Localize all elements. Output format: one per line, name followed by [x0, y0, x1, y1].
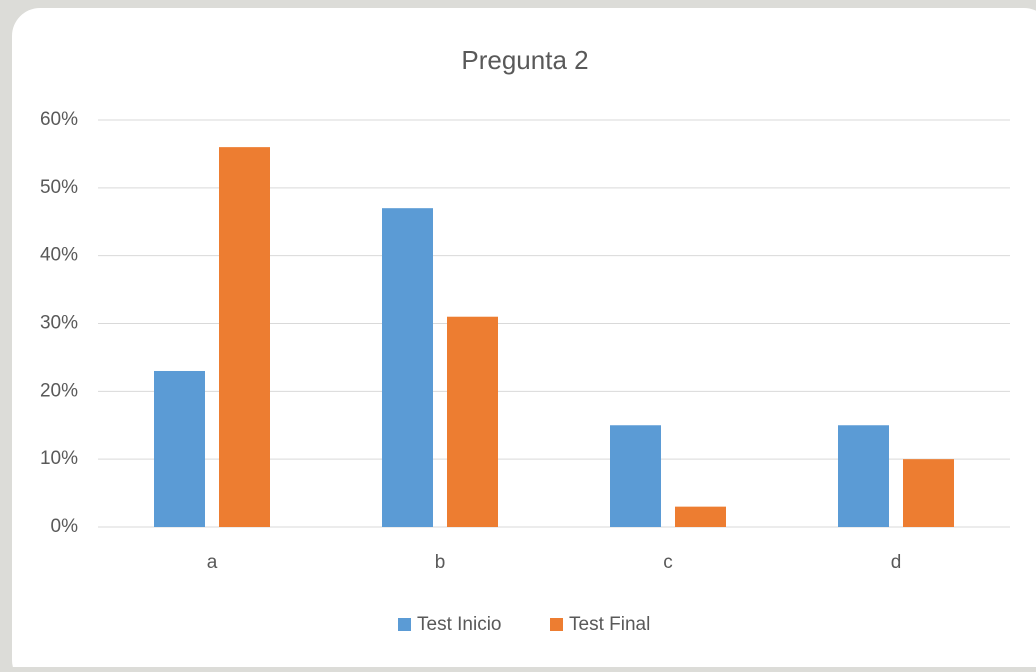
x-tick-label: c: [663, 552, 673, 573]
x-tick-label: b: [435, 552, 446, 573]
y-tick-label: 10%: [40, 448, 78, 469]
chart-card: [12, 8, 1036, 672]
x-tick-label: d: [891, 552, 902, 573]
bar: [447, 316, 498, 527]
legend-swatch: [398, 618, 411, 631]
y-tick-label: 50%: [40, 177, 78, 198]
x-tick-label: a: [207, 552, 218, 573]
bar: [610, 425, 661, 527]
y-tick-label: 20%: [40, 380, 78, 401]
legend-label: Test Final: [569, 614, 650, 635]
y-tick-label: 40%: [40, 245, 78, 266]
y-tick-label: 0%: [51, 516, 79, 537]
chart-title: Pregunta 2: [461, 45, 588, 75]
bar: [219, 147, 270, 527]
legend-label: Test Inicio: [417, 614, 501, 635]
y-tick-label: 30%: [40, 313, 78, 334]
legend-swatch: [550, 618, 563, 631]
bar: [903, 459, 954, 527]
bar: [838, 425, 889, 527]
bar: [154, 370, 205, 527]
bar: [675, 506, 726, 527]
bar: [382, 208, 433, 527]
y-tick-label: 60%: [40, 109, 78, 130]
